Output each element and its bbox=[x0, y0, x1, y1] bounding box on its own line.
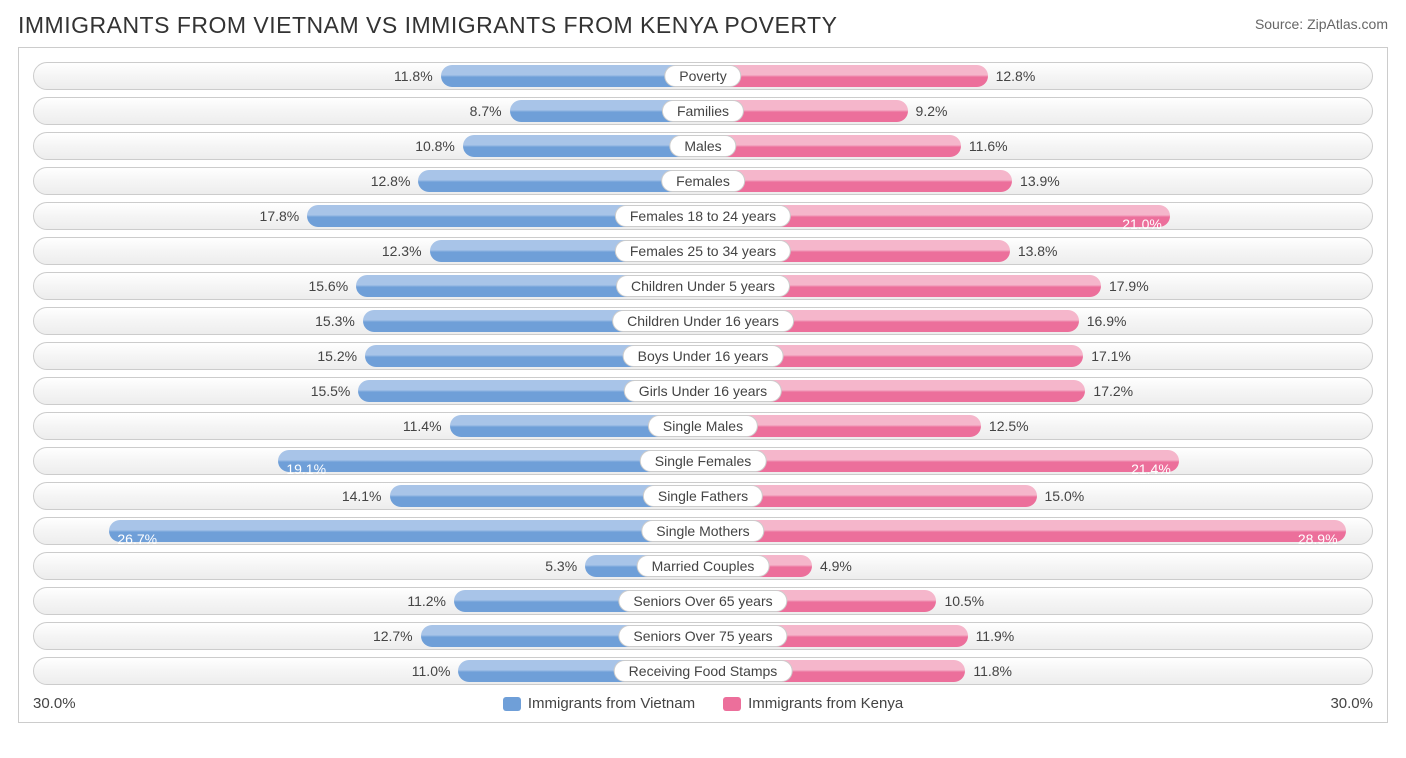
value-left: 15.2% bbox=[317, 348, 357, 364]
bar-row: 19.1% 21.4% Single Females bbox=[33, 447, 1373, 475]
diverging-bar-chart: 11.8% 12.8% Poverty 8.7% 9.2% Families 10.8% 11… bbox=[18, 47, 1388, 723]
value-right: 28.9% bbox=[1298, 531, 1338, 547]
value-right: 21.0% bbox=[1122, 216, 1162, 232]
bar-row: 8.7% 9.2% Families bbox=[33, 97, 1373, 125]
category-label: Families bbox=[662, 100, 744, 122]
category-label: Seniors Over 75 years bbox=[618, 625, 787, 647]
bar-right bbox=[703, 65, 988, 87]
axis-max-right: 30.0% bbox=[1330, 695, 1373, 712]
value-right: 13.9% bbox=[1020, 173, 1060, 189]
category-label: Married Couples bbox=[637, 555, 770, 577]
category-label: Receiving Food Stamps bbox=[614, 660, 793, 682]
category-label: Single Males bbox=[648, 415, 758, 437]
value-right: 4.9% bbox=[820, 558, 852, 574]
legend-label-left: Immigrants from Vietnam bbox=[528, 695, 695, 712]
bar-left bbox=[109, 520, 703, 542]
category-label: Single Mothers bbox=[641, 520, 764, 542]
value-right: 9.2% bbox=[916, 103, 948, 119]
bar-row: 11.4% 12.5% Single Males bbox=[33, 412, 1373, 440]
bar-right bbox=[703, 170, 1012, 192]
value-left: 8.7% bbox=[470, 103, 502, 119]
value-left: 5.3% bbox=[545, 558, 577, 574]
legend-item-left: Immigrants from Vietnam bbox=[503, 695, 695, 712]
bar-row: 17.8% 21.0% Females 18 to 24 years bbox=[33, 202, 1373, 230]
category-label: Single Fathers bbox=[643, 485, 763, 507]
bar-row: 12.3% 13.8% Females 25 to 34 years bbox=[33, 237, 1373, 265]
bar-row: 11.8% 12.8% Poverty bbox=[33, 62, 1373, 90]
bar-row: 15.3% 16.9% Children Under 16 years bbox=[33, 307, 1373, 335]
bar-row: 12.7% 11.9% Seniors Over 75 years bbox=[33, 622, 1373, 650]
legend: Immigrants from Vietnam Immigrants from … bbox=[503, 695, 903, 712]
bar-row: 5.3% 4.9% Married Couples bbox=[33, 552, 1373, 580]
chart-title: IMMIGRANTS FROM VIETNAM VS IMMIGRANTS FR… bbox=[18, 12, 837, 39]
category-label: Females 18 to 24 years bbox=[615, 205, 791, 227]
bar-row: 15.2% 17.1% Boys Under 16 years bbox=[33, 342, 1373, 370]
value-right: 11.8% bbox=[973, 663, 1012, 679]
chart-footer: 30.0% Immigrants from Vietnam Immigrants… bbox=[33, 695, 1373, 712]
category-label: Girls Under 16 years bbox=[624, 380, 782, 402]
value-right: 17.9% bbox=[1109, 278, 1149, 294]
axis-max-left: 30.0% bbox=[33, 695, 76, 712]
legend-swatch-right bbox=[723, 697, 741, 711]
category-label: Single Females bbox=[640, 450, 767, 472]
bar-row: 14.1% 15.0% Single Fathers bbox=[33, 482, 1373, 510]
bar-row: 11.2% 10.5% Seniors Over 65 years bbox=[33, 587, 1373, 615]
source-prefix: Source: bbox=[1255, 16, 1307, 32]
category-label: Children Under 16 years bbox=[612, 310, 794, 332]
value-right: 16.9% bbox=[1087, 313, 1127, 329]
value-right: 17.1% bbox=[1091, 348, 1131, 364]
value-right: 12.5% bbox=[989, 418, 1029, 434]
value-right: 21.4% bbox=[1131, 461, 1171, 477]
bar-row: 15.5% 17.2% Girls Under 16 years bbox=[33, 377, 1373, 405]
value-left: 19.1% bbox=[286, 461, 326, 477]
value-right: 13.8% bbox=[1018, 243, 1058, 259]
value-left: 12.8% bbox=[371, 173, 411, 189]
bar-row: 15.6% 17.9% Children Under 5 years bbox=[33, 272, 1373, 300]
value-left: 10.8% bbox=[415, 138, 455, 154]
value-left: 11.0% bbox=[412, 663, 451, 679]
category-label: Females 25 to 34 years bbox=[615, 240, 791, 262]
legend-label-right: Immigrants from Kenya bbox=[748, 695, 903, 712]
category-label: Children Under 5 years bbox=[616, 275, 790, 297]
bar-right bbox=[703, 135, 961, 157]
value-left: 11.8% bbox=[394, 68, 433, 84]
value-left: 15.6% bbox=[308, 278, 348, 294]
bar-row: 26.7% 28.9% Single Mothers bbox=[33, 517, 1373, 545]
value-right: 11.6% bbox=[969, 138, 1008, 154]
value-right: 15.0% bbox=[1045, 488, 1085, 504]
value-right: 10.5% bbox=[944, 593, 984, 609]
value-left: 11.2% bbox=[407, 593, 446, 609]
category-label: Seniors Over 65 years bbox=[618, 590, 787, 612]
value-right: 12.8% bbox=[996, 68, 1036, 84]
category-label: Females bbox=[661, 170, 745, 192]
bar-left bbox=[463, 135, 703, 157]
bar-row: 10.8% 11.6% Males bbox=[33, 132, 1373, 160]
bar-right bbox=[703, 520, 1346, 542]
value-left: 17.8% bbox=[260, 208, 300, 224]
value-left: 14.1% bbox=[342, 488, 382, 504]
bar-row: 11.0% 11.8% Receiving Food Stamps bbox=[33, 657, 1373, 685]
legend-swatch-left bbox=[503, 697, 521, 711]
legend-item-right: Immigrants from Kenya bbox=[723, 695, 903, 712]
value-left: 15.5% bbox=[311, 383, 351, 399]
value-right: 17.2% bbox=[1093, 383, 1133, 399]
source-name: ZipAtlas.com bbox=[1307, 16, 1388, 32]
value-right: 11.9% bbox=[976, 628, 1015, 644]
bar-row: 12.8% 13.9% Females bbox=[33, 167, 1373, 195]
value-left: 11.4% bbox=[403, 418, 442, 434]
chart-source: Source: ZipAtlas.com bbox=[1255, 12, 1388, 32]
bar-right bbox=[703, 450, 1179, 472]
category-label: Poverty bbox=[664, 65, 741, 87]
value-left: 12.7% bbox=[373, 628, 413, 644]
value-left: 15.3% bbox=[315, 313, 355, 329]
category-label: Males bbox=[669, 135, 736, 157]
category-label: Boys Under 16 years bbox=[623, 345, 784, 367]
value-left: 26.7% bbox=[117, 531, 157, 547]
chart-header: IMMIGRANTS FROM VIETNAM VS IMMIGRANTS FR… bbox=[18, 12, 1388, 39]
value-left: 12.3% bbox=[382, 243, 422, 259]
